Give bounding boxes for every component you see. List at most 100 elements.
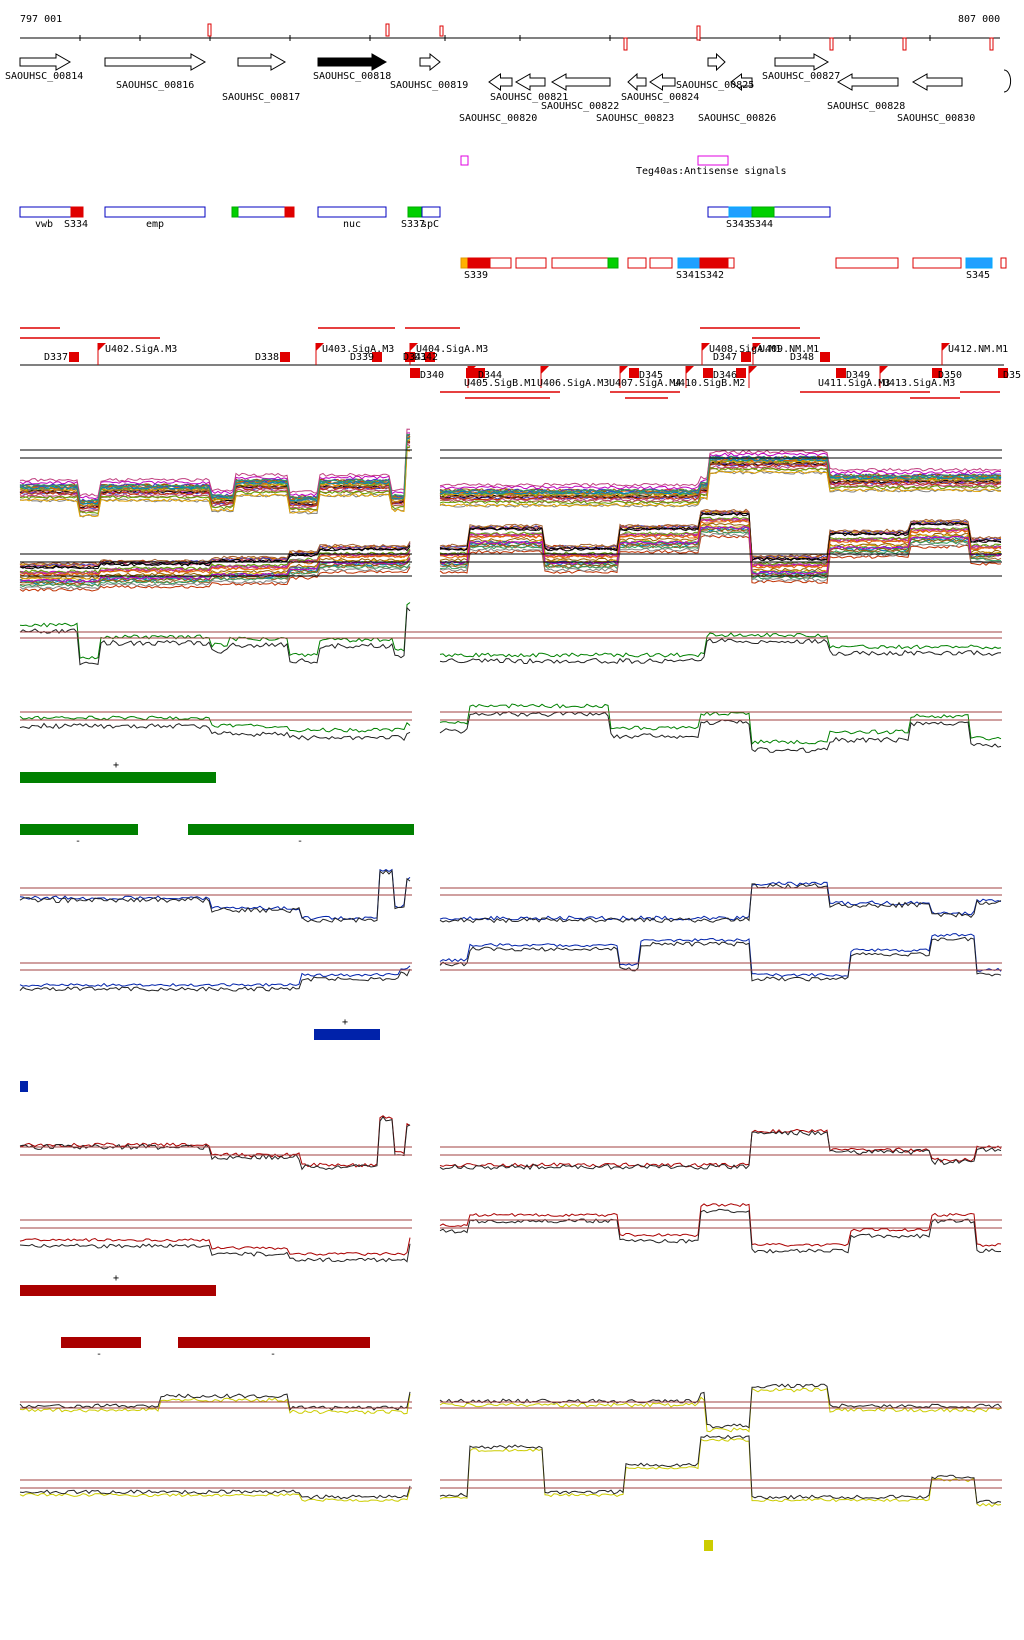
profile-line [19, 553, 411, 577]
yellow-track [439, 1437, 1002, 1508]
gene-label[interactable]: SAOUHSC_00826 [698, 113, 777, 124]
blue-track-reference [439, 936, 1002, 982]
profile-line [440, 512, 1002, 562]
red-track [19, 1115, 411, 1168]
profile-line [439, 532, 1002, 582]
red-track-reference [19, 1115, 411, 1171]
green-track [19, 602, 411, 660]
feature-label: vwb [35, 219, 54, 230]
feature-label: S342 [700, 270, 725, 281]
signal-mark [902, 37, 907, 51]
feature-box [912, 257, 962, 269]
terminator-mark [466, 368, 476, 378]
terminator-label: D347 [713, 352, 738, 363]
profile-line [439, 522, 1002, 572]
terminator-mark [741, 352, 751, 362]
feature-box [649, 257, 673, 269]
red-track-reference [439, 1208, 1002, 1254]
promoter-head [316, 343, 324, 351]
yellow-track [19, 1488, 411, 1502]
profile-line [439, 508, 1002, 558]
promoter-label: U402.SigA.M3 [105, 344, 178, 355]
signal-mark [989, 37, 994, 51]
gene-arrow [550, 73, 611, 91]
green-track [439, 703, 1002, 745]
blue-track [19, 868, 411, 921]
strand-mark: + [342, 1017, 349, 1028]
blue-track [19, 965, 411, 987]
promoter-label: U413.SigA.M3 [883, 378, 956, 389]
gene-label[interactable]: SAOUHSC_00819 [390, 80, 469, 91]
gene-label[interactable]: SAOUHSC_00814 [5, 71, 84, 82]
promoter-head [942, 343, 950, 351]
promoter-head [620, 366, 628, 374]
gene-label[interactable]: SAOUHSC_00825 [676, 80, 755, 91]
gene-arrow [730, 72, 753, 92]
profile-line [19, 440, 411, 508]
feature-box [515, 257, 547, 269]
gene-arrow [707, 52, 726, 72]
gene-label[interactable]: SAOUHSC_00818 [313, 71, 392, 82]
coord-end: 807 000 [958, 14, 1001, 25]
profile-line [439, 527, 1002, 577]
gene-label[interactable]: SAOUHSC_00828 [827, 101, 906, 112]
feature-box [460, 257, 469, 269]
terminator-label: D345 [639, 370, 664, 381]
green-track-reference [439, 638, 1002, 665]
promoter-head [98, 343, 106, 351]
yellow-track [439, 1387, 1002, 1433]
promoter-label: U406.SigA.M3 [537, 378, 610, 389]
profile-line [439, 449, 1002, 487]
gene-label[interactable]: SAOUHSC_00820 [459, 113, 538, 124]
signal-mark [829, 37, 834, 51]
profile-line [19, 437, 411, 505]
terminator-label: D350 [938, 370, 963, 381]
promoter-head [410, 343, 418, 351]
coord-start: 797 001 [20, 14, 63, 25]
terminator-mark [410, 368, 420, 378]
profile-line [19, 428, 411, 497]
antisense-label: Teg40as:Antisense signals [636, 166, 787, 177]
gene-label[interactable]: SAOUHSC_00823 [596, 113, 675, 124]
feature-label: S339 [464, 270, 489, 281]
profile-line [439, 464, 1002, 502]
gene-label[interactable]: SAOUHSC_00816 [116, 80, 195, 91]
red-track [19, 1237, 411, 1256]
terminator-mark [425, 352, 435, 362]
feature-box [965, 257, 993, 269]
terminator-mark [280, 352, 290, 362]
gene-arrow [488, 73, 513, 91]
green-track-reference [19, 606, 411, 666]
gene-label[interactable]: SAOUHSC_00824 [621, 92, 700, 103]
terminator-mark [69, 352, 79, 362]
gene-label[interactable]: SAOUHSC_00822 [541, 101, 620, 112]
feature-box [677, 257, 701, 269]
promoter-label: U412.NM.M1 [948, 344, 1009, 355]
gene-label[interactable]: SAOUHSC_00817 [222, 92, 301, 103]
coverage-bar [704, 1540, 713, 1551]
red-track-reference [19, 1243, 411, 1263]
gene-label[interactable]: SAOUHSC_00830 [897, 113, 976, 124]
terminator-mark [998, 368, 1008, 378]
profile-line [19, 432, 411, 500]
profile-line [439, 457, 1002, 495]
profile-line [439, 519, 1002, 569]
terminator-label: D338 [255, 352, 280, 363]
promoter-head [686, 366, 694, 374]
coverage-bar [188, 824, 414, 835]
gene-label[interactable]: SAOUHSC_00821 [490, 92, 569, 103]
feature-box [835, 257, 899, 269]
gene-label[interactable]: SAOUHSC_00827 [762, 71, 841, 82]
terminator-mark [836, 368, 846, 378]
feature-box [407, 206, 423, 218]
profile-line [439, 516, 1002, 566]
signal-mark [623, 37, 628, 51]
promoter-label: U411.SigA.M3 [818, 378, 891, 389]
profile-line [19, 559, 411, 585]
feature-box [421, 206, 441, 218]
terminator-label: D339 [350, 352, 375, 363]
coverage-bar [61, 1337, 141, 1348]
terminator-label: D344 [478, 370, 503, 381]
profile-line [439, 525, 1002, 575]
